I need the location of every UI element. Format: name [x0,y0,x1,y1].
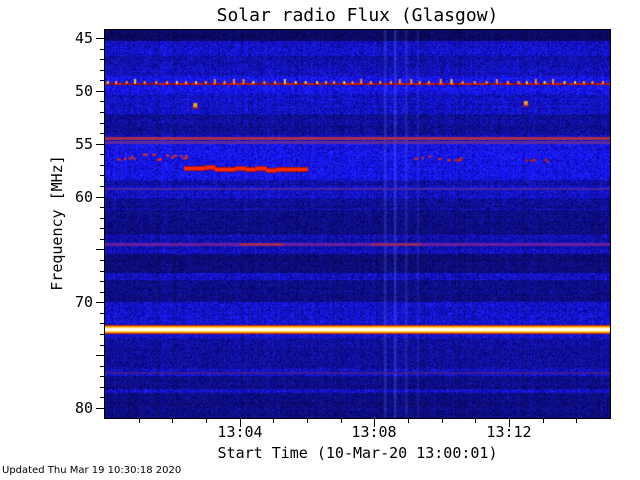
y-minor-tick [100,397,104,398]
y-major-tick [96,38,104,39]
y-major-tick [96,249,104,250]
x-minor-tick [341,419,342,423]
y-minor-tick [100,49,104,50]
y-minor-tick [100,345,104,346]
x-minor-tick [273,419,274,423]
y-major-tick [96,302,104,303]
solar-radio-spectrogram: Solar radio Flux (Glasgow) Frequency [MH… [0,0,640,480]
y-tick-label: 70 [53,294,93,310]
chart-title: Solar radio Flux (Glasgow) [105,5,610,26]
y-minor-tick [100,366,104,367]
y-minor-tick [100,260,104,261]
x-minor-tick [206,419,207,423]
x-minor-tick [475,419,476,423]
x-minor-tick [543,419,544,423]
y-minor-tick [100,112,104,113]
x-minor-tick [139,419,140,423]
y-major-tick [96,197,104,198]
y-minor-tick [100,154,104,155]
y-minor-tick [100,165,104,166]
y-minor-tick [100,228,104,229]
y-minor-tick [100,323,104,324]
y-major-tick [96,91,104,92]
y-minor-tick [100,59,104,60]
y-minor-tick [100,175,104,176]
y-major-tick [96,144,104,145]
y-tick-label: 50 [53,83,93,99]
x-minor-tick [576,419,577,423]
y-minor-tick [100,313,104,314]
y-minor-tick [100,133,104,134]
x-tick-label: 13:12 [477,424,541,440]
update-timestamp: Updated Thu Mar 19 10:30:18 2020 [2,465,181,476]
x-minor-tick [307,419,308,423]
y-minor-tick [100,387,104,388]
x-tick-label: 13:08 [342,424,406,440]
x-minor-tick [408,419,409,423]
y-major-tick [96,355,104,356]
y-minor-tick [100,207,104,208]
y-minor-tick [100,281,104,282]
y-minor-tick [100,80,104,81]
y-tick-label: 45 [53,30,93,46]
y-minor-tick [100,376,104,377]
y-tick-label: 55 [53,136,93,152]
y-minor-tick [100,271,104,272]
y-minor-tick [100,292,104,293]
x-tick-label: 13:04 [208,424,272,440]
y-tick-label: 60 [53,189,93,205]
y-tick-label: 80 [53,400,93,416]
y-minor-tick [100,101,104,102]
plot-frame [104,29,611,419]
y-minor-tick [100,70,104,71]
y-minor-tick [100,123,104,124]
spectrogram-canvas [105,30,610,418]
x-minor-tick [172,419,173,423]
y-minor-tick [100,334,104,335]
y-minor-tick [100,186,104,187]
x-axis-title: Start Time (10-Mar-20 13:00:01) [105,444,610,462]
y-minor-tick [100,218,104,219]
x-minor-tick [442,419,443,423]
y-major-tick [96,408,104,409]
y-minor-tick [100,239,104,240]
